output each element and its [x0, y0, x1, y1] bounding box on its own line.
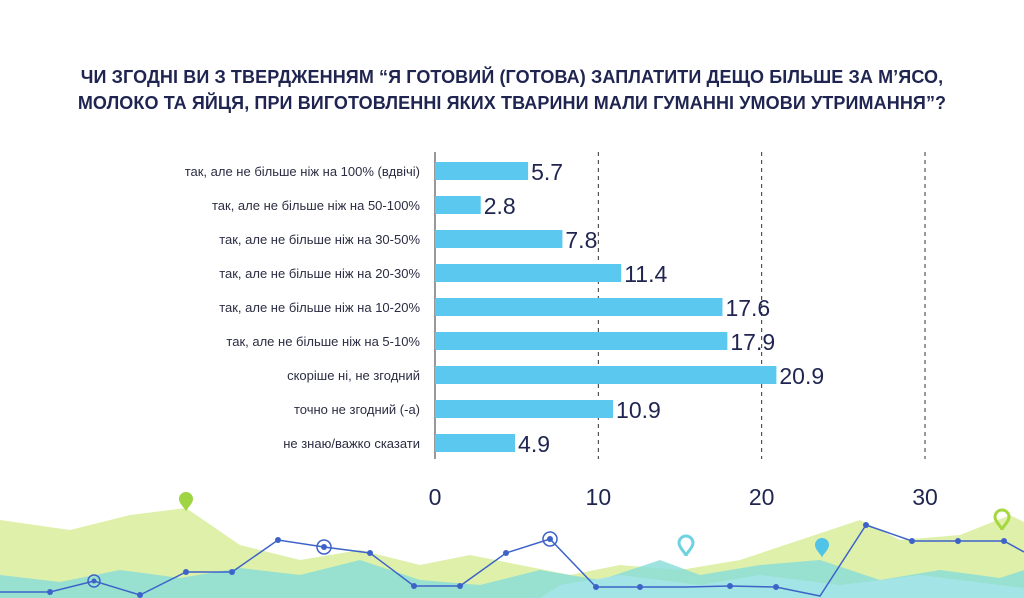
- bar: [435, 196, 481, 214]
- chart-title-line-2: МОЛОКО ТА ЯЙЦЯ, ПРИ ВИГОТОВЛЕННІ ЯКИХ ТВ…: [77, 93, 947, 113]
- bar: [435, 332, 728, 350]
- deco-light-area: [540, 575, 1024, 598]
- category-label: не знаю/важко сказати: [283, 436, 420, 451]
- bars-layer: [435, 162, 777, 452]
- bar: [435, 400, 614, 418]
- chart-title-line-1: ЧИ ЗГОДНІ ВИ З ТВЕРДЖЕННЯМ “Я ГОТОВИЙ (Г…: [80, 67, 944, 87]
- data-label: 2.8: [484, 193, 516, 219]
- data-label: 5.7: [531, 159, 563, 185]
- data-label: 10.9: [616, 397, 661, 423]
- deco-ring-centers: [91, 536, 553, 584]
- category-label: так, але не більше ніж на 100% (вдвічі): [185, 164, 420, 179]
- x-tick-label: 0: [429, 484, 442, 510]
- map-pin-outline-icon: [677, 534, 695, 557]
- x-tick-label: 20: [749, 484, 775, 510]
- deco-ring-markers: [87, 531, 558, 588]
- x-axis: 0 10 20 30: [429, 484, 938, 510]
- bar: [435, 434, 516, 452]
- x-tick-label: 10: [586, 484, 612, 510]
- category-label: так, але не більше ніж на 5-10%: [226, 334, 420, 349]
- data-label: 7.8: [565, 227, 597, 253]
- deco-blue-line: [0, 524, 1024, 597]
- bar: [435, 264, 622, 282]
- data-label: 17.6: [725, 295, 770, 321]
- bar: [435, 162, 529, 180]
- data-label: 17.9: [730, 329, 775, 355]
- map-pin-outline-icon: [993, 508, 1011, 531]
- category-label: так, але не більше ніж на 30-50%: [219, 232, 420, 247]
- bar: [435, 298, 723, 316]
- data-label: 20.9: [779, 363, 824, 389]
- map-pin-icon: [815, 538, 829, 558]
- bar: [435, 366, 777, 384]
- deco-line-dots: [47, 522, 1007, 598]
- category-label: так, але не більше ніж на 20-30%: [219, 266, 420, 281]
- category-label: так, але не більше ніж на 10-20%: [219, 300, 420, 315]
- data-label: 4.9: [518, 431, 550, 457]
- x-tick-label: 30: [912, 484, 938, 510]
- category-label: точно не згодний (-а): [294, 402, 420, 417]
- category-label: скоріше ні, не згодний: [287, 368, 420, 383]
- bar: [435, 230, 563, 248]
- map-pin-icon: [179, 492, 193, 512]
- data-label: 11.4: [624, 261, 667, 287]
- labels-layer: так, але не більше ніж на 100% (вдвічі) 5…: [185, 159, 824, 457]
- category-label: так, але не більше ніж на 50-100%: [212, 198, 420, 213]
